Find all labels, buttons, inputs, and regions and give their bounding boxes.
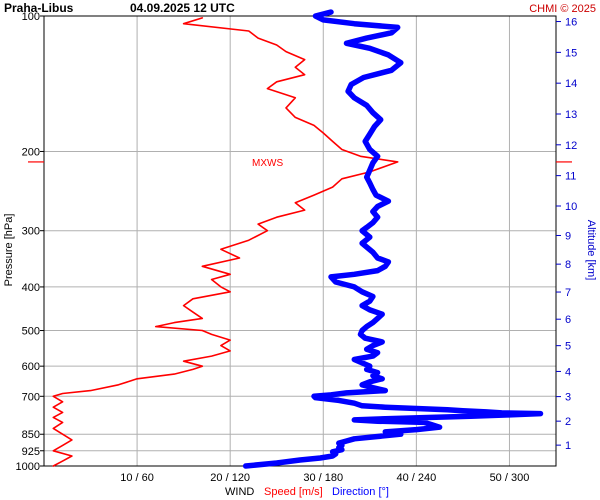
altitude-tick-label: 14 — [565, 78, 577, 90]
x-tick-label: 50 / 300 — [490, 472, 530, 484]
speed-series-line — [52, 17, 399, 467]
series-layer — [52, 9, 544, 469]
altitude-tick-label: 4 — [565, 366, 571, 378]
altitude-tick-label: 3 — [565, 392, 571, 404]
direction-label: Direction [°] — [332, 486, 389, 498]
pressure-tick-label: 850 — [22, 429, 40, 441]
speed-label: Speed [m/s] — [264, 486, 323, 498]
max-wind-marker: MXWS — [28, 158, 572, 169]
altitude-axis-title: Altitude [km] — [585, 220, 597, 281]
sounding-datetime: 04.09.2025 12 UTC — [130, 1, 235, 15]
pressure-tick-label: 300 — [22, 226, 40, 238]
x-tick-label: 20 / 120 — [210, 472, 250, 484]
pressure-tick-label: 600 — [22, 361, 40, 373]
pressure-tick-label: 700 — [22, 391, 40, 403]
direction-series-line — [242, 9, 544, 469]
altitude-tick-label: 6 — [565, 314, 571, 326]
altitude-tick-label: 10 — [565, 201, 577, 213]
altitude-tick-label: 13 — [565, 109, 577, 121]
altitude-tick-label: 11 — [565, 171, 576, 183]
pressure-axis-title: Pressure [hPa] — [3, 214, 15, 287]
altitude-tick-label: 8 — [565, 259, 571, 271]
x-tick-label: 30 / 180 — [303, 472, 343, 484]
altitude-tick-label: 1 — [565, 440, 571, 452]
chart-grid — [44, 16, 556, 466]
altitude-tick-label: 7 — [565, 287, 571, 299]
wind-label: WIND — [225, 486, 254, 498]
altitude-tick-label: 15 — [565, 47, 577, 59]
max-wind-label: MXWS — [252, 158, 283, 169]
altitude-tick-label: 9 — [565, 230, 571, 242]
altitude-tick-label: 12 — [565, 140, 577, 152]
x-tick-label: 40 / 240 — [396, 472, 436, 484]
altitude-tick-label: 16 — [565, 17, 577, 29]
pressure-tick-label: 400 — [22, 282, 40, 294]
pressure-tick-label: 500 — [22, 326, 40, 338]
pressure-tick-label: 100 — [22, 11, 40, 23]
plot-frame — [43, 15, 557, 467]
station-name: Praha-Libus — [4, 1, 74, 15]
x-tick-label: 10 / 60 — [120, 472, 154, 484]
pressure-tick-label: 200 — [22, 146, 40, 158]
copyright-label: CHMI © 2025 — [529, 3, 596, 15]
altitude-tick-label: 2 — [565, 416, 571, 428]
pressure-tick-label: 1000 — [16, 461, 40, 473]
pressure-tick-label: 925 — [22, 446, 40, 458]
altitude-tick-label: 5 — [565, 341, 571, 353]
